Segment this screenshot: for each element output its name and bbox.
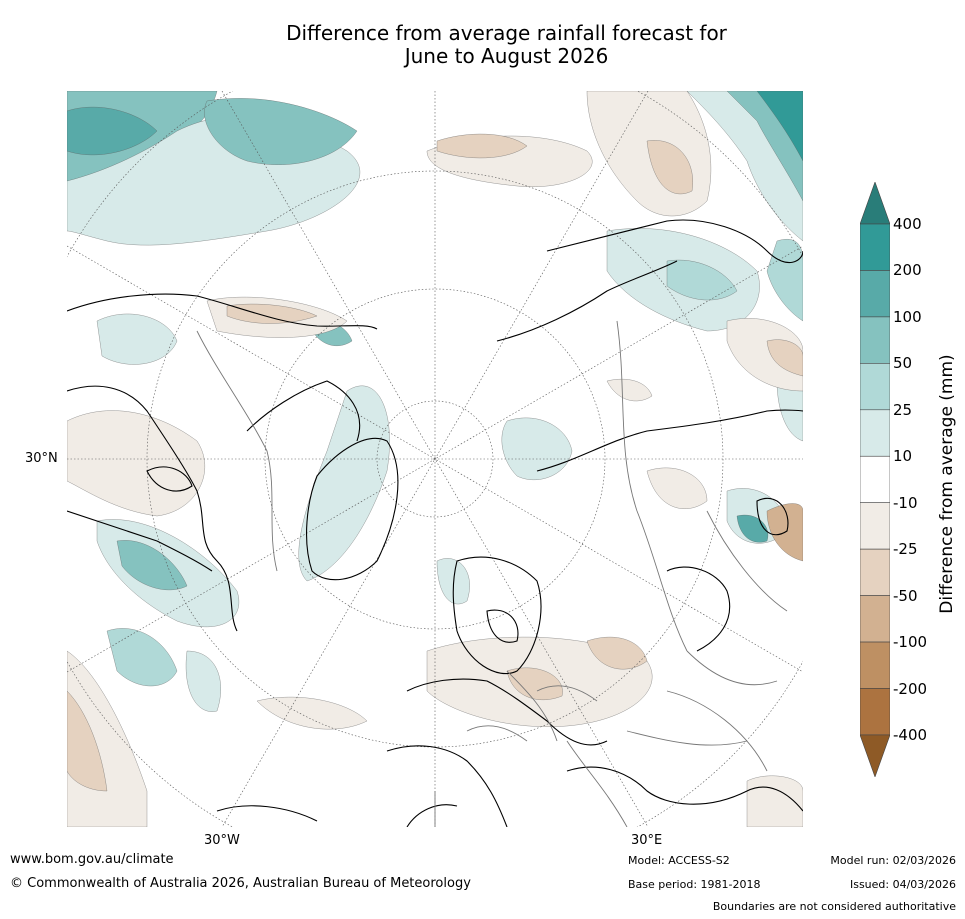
colorbar-bin-5	[859, 455, 891, 504]
colorbar-bin-7	[859, 548, 891, 596]
colorbar-over-arrow	[859, 181, 891, 225]
colorbar-tick-label: -50	[893, 586, 918, 605]
boundaries-note: Boundaries are not considered authoritat…	[712, 900, 956, 913]
colorbar-tick-label: 50	[893, 354, 913, 373]
colorbar-tick-label: 10	[893, 447, 913, 466]
title-line-2: June to August 2026	[404, 44, 609, 68]
colorbar-bin-6	[859, 502, 891, 550]
map-svg	[67, 91, 803, 827]
coastlines	[67, 219, 803, 827]
drier-anomaly-regions	[67, 91, 803, 827]
lon-label-30w: 30°W	[204, 833, 240, 848]
map-title: Difference from average rainfall forecas…	[0, 22, 965, 68]
colorbar-bin-1	[859, 270, 891, 318]
country-borders	[196, 320, 788, 827]
website-link[interactable]: www.bom.gov.au/climate	[10, 852, 174, 867]
wetter-anomaly-regions	[67, 91, 803, 712]
colorbar-bin-9	[859, 641, 891, 689]
colorbar-label: Difference from average (mm)	[937, 354, 957, 614]
colorbar-tick-label: -200	[893, 679, 928, 698]
colorbar-tick-label: -25	[893, 540, 918, 559]
colorbar-bin-8	[859, 595, 891, 643]
colorbar-tick-label: 100	[893, 307, 922, 326]
model-run-text: Model run: 02/03/2026	[830, 854, 956, 867]
colorbar-tick-label: -10	[893, 493, 918, 512]
rainfall-map	[67, 91, 803, 827]
colorbar	[859, 181, 891, 781]
issued-text: Issued: 04/03/2026	[849, 878, 956, 891]
colorbar-tick-label: -400	[893, 725, 928, 744]
colorbar-tick-label: 200	[893, 261, 922, 280]
lon-label-30e: 30°E	[631, 833, 663, 848]
colorbar-svg	[859, 181, 891, 778]
copyright-text: © Commonwealth of Australia 2026, Austra…	[10, 876, 471, 891]
colorbar-bin-10	[859, 688, 891, 736]
colorbar-bin-3	[859, 363, 891, 411]
colorbar-tick-label: 400	[893, 215, 922, 233]
model-text: Model: ACCESS-S2	[628, 854, 730, 867]
colorbar-bin-0	[859, 223, 891, 271]
colorbar-under-arrow	[859, 734, 891, 778]
colorbar-tick-label: 25	[893, 400, 913, 419]
colorbar-bin-2	[859, 316, 891, 364]
colorbar-bin-4	[859, 409, 891, 457]
title-line-1: Difference from average rainfall forecas…	[286, 21, 727, 45]
lat-label-30n: 30°N	[25, 451, 58, 466]
base-period-text: Base period: 1981-2018	[628, 878, 761, 891]
colorbar-tick-label: -100	[893, 633, 928, 652]
